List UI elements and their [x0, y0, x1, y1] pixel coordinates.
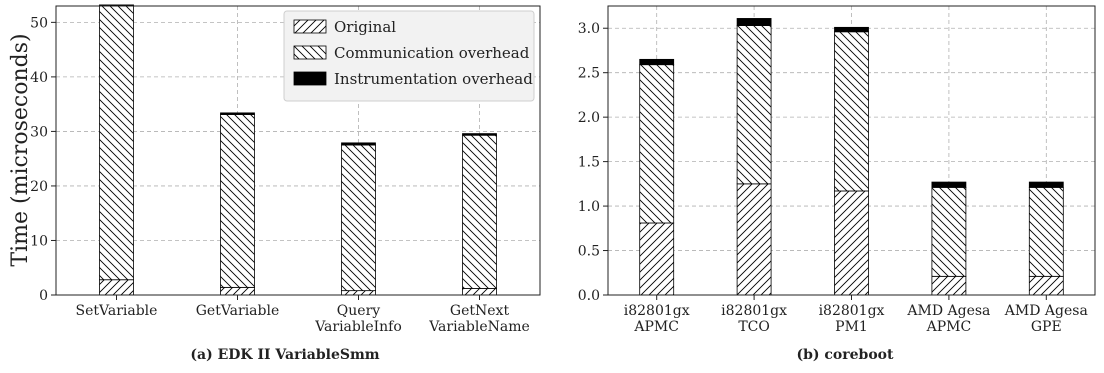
bar-communication-overhead — [462, 134, 497, 289]
bar-original — [1028, 275, 1064, 296]
legend: Original Communication overhead Instrument… — [283, 10, 535, 102]
bar-instrumentation-overhead — [220, 112, 255, 115]
bar-instrumentation-overhead — [462, 133, 497, 136]
bar-communication-overhead — [639, 64, 675, 224]
y-tick-label: 20 — [30, 179, 48, 195]
y-tick-label: 10 — [30, 233, 48, 249]
y-tick-label: 3.0 — [578, 21, 600, 37]
bar-original — [834, 190, 869, 296]
legend-label: Communication overhead — [334, 44, 530, 62]
x-tick-label: PM1 — [835, 319, 868, 335]
bar-communication-overhead — [736, 25, 772, 185]
x-tick-label: AMD Agesa — [1004, 303, 1088, 319]
y-tick-label: 2.5 — [578, 66, 600, 82]
panel-b: 0.00.51.01.52.02.53.0i82801gxAPMCi82801g… — [578, 5, 1096, 363]
bar-instrumentation-overhead — [639, 58, 675, 66]
x-tick-label: AMD Agesa — [906, 303, 990, 319]
y-tick-label: 0.5 — [578, 244, 600, 260]
bar-original — [220, 286, 255, 296]
bar-communication-overhead — [99, 4, 134, 281]
bar-communication-overhead — [341, 144, 376, 292]
x-tick-label: GetNext — [450, 303, 510, 319]
bar-instrumentation-overhead — [341, 142, 376, 146]
bar-instrumentation-overhead — [736, 18, 772, 26]
y-tick-label: 50 — [30, 15, 48, 31]
bar-original — [341, 290, 376, 296]
x-tick-label: SetVariable — [76, 303, 158, 319]
x-tick-label: VariableInfo — [314, 319, 402, 335]
plot-frame — [55, 5, 541, 296]
bar-communication-overhead — [931, 187, 967, 277]
bar-original — [462, 288, 497, 296]
bar-communication-overhead — [834, 31, 869, 192]
y-axis-label: Time (microseconds) — [8, 33, 33, 266]
x-tick-label: TCO — [738, 319, 770, 335]
plot-frame — [607, 5, 1096, 296]
x-tick-label: APMC — [926, 319, 972, 335]
bar-communication-overhead — [1028, 187, 1064, 277]
legend-label: Instrumentation overhead — [334, 70, 533, 88]
x-tick-label: VariableName — [428, 319, 530, 335]
x-tick-label: i82801gx — [624, 303, 690, 319]
bar-instrumentation-overhead — [834, 26, 869, 33]
legend-swatch — [293, 45, 327, 60]
y-tick-label: 1.0 — [578, 199, 600, 215]
x-tick-label: GPE — [1031, 319, 1062, 335]
bar-communication-overhead — [220, 114, 255, 288]
bar-original — [639, 222, 675, 296]
y-tick-label: 0.0 — [578, 288, 600, 304]
panel-caption: (b) coreboot — [797, 347, 895, 363]
y-tick-label: 40 — [30, 70, 48, 86]
y-tick-label: 1.5 — [578, 155, 600, 171]
bar-instrumentation-overhead — [931, 181, 967, 188]
x-tick-label: i82801gx — [819, 303, 885, 319]
bar-instrumentation-overhead — [99, 4, 134, 6]
legend-label: Original — [334, 18, 396, 36]
y-tick-label: 30 — [30, 124, 48, 140]
x-tick-label: APMC — [633, 319, 679, 335]
legend-frame — [283, 10, 535, 102]
legend-swatch — [293, 19, 327, 34]
x-tick-label: i82801gx — [721, 303, 787, 319]
legend-swatch — [293, 71, 327, 86]
bar-original — [736, 183, 772, 296]
y-tick-label: 0 — [39, 288, 48, 304]
y-tick-label: 2.0 — [578, 110, 600, 126]
bar-original — [99, 279, 134, 296]
x-tick-label: Query — [337, 303, 380, 319]
bar-original — [931, 275, 967, 296]
panel-caption: (a) EDK II VariableSmm — [190, 347, 379, 363]
bar-instrumentation-overhead — [1028, 181, 1064, 188]
x-tick-label: GetVariable — [196, 303, 280, 319]
